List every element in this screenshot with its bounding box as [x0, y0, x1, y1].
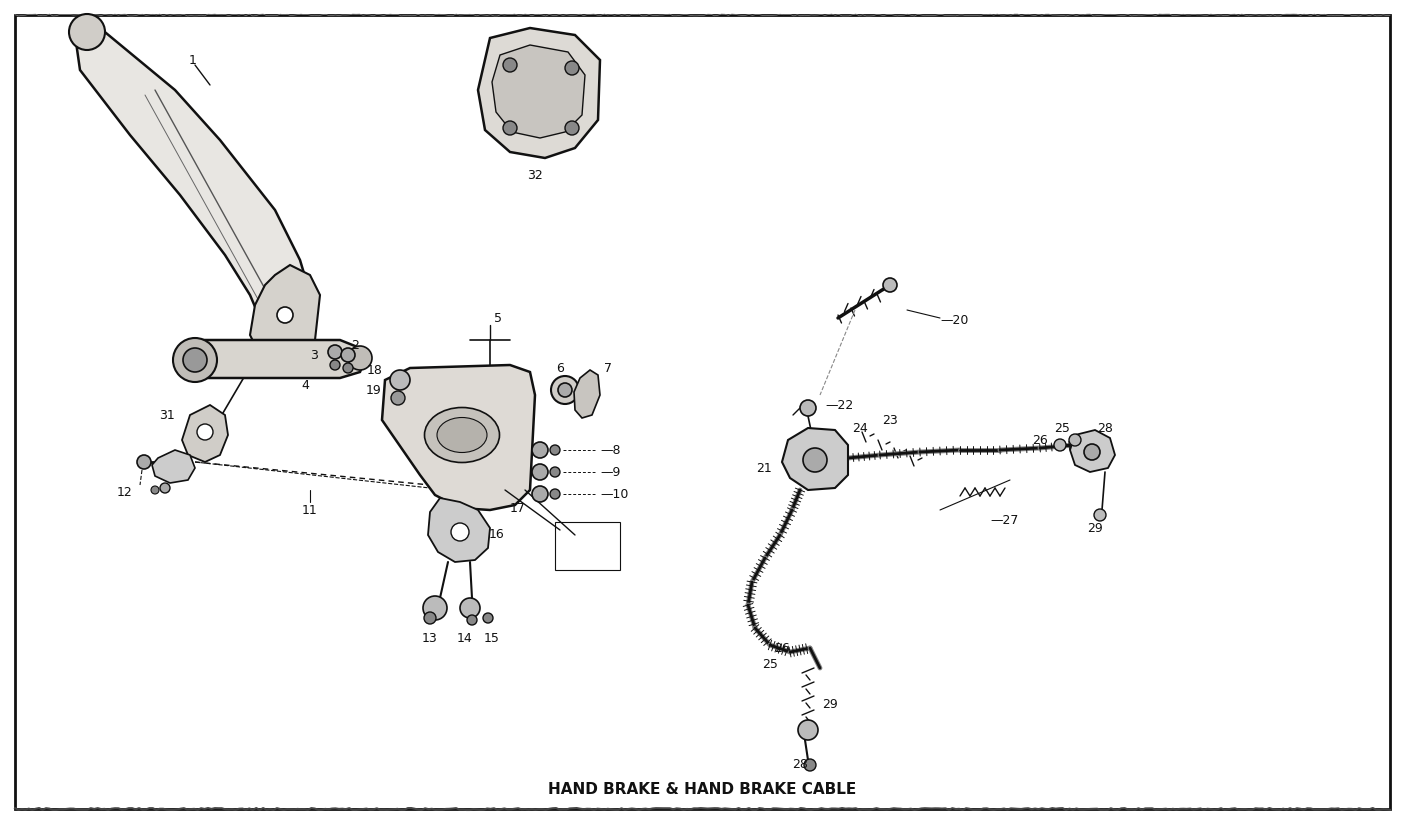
Circle shape: [549, 445, 561, 455]
Text: 1: 1: [190, 54, 197, 67]
Polygon shape: [478, 28, 600, 158]
Circle shape: [327, 345, 341, 359]
Circle shape: [466, 615, 478, 625]
Text: 11: 11: [302, 503, 318, 517]
Text: —8: —8: [600, 443, 621, 456]
Text: 31: 31: [159, 409, 176, 422]
Polygon shape: [1071, 430, 1116, 472]
Text: 28: 28: [1097, 422, 1113, 434]
Text: 7: 7: [604, 362, 613, 374]
Circle shape: [69, 14, 105, 50]
Text: 28: 28: [792, 759, 808, 771]
Ellipse shape: [437, 418, 488, 452]
Circle shape: [532, 486, 548, 502]
Polygon shape: [74, 28, 315, 360]
Text: 3: 3: [311, 349, 318, 362]
Circle shape: [150, 486, 159, 494]
Polygon shape: [192, 340, 365, 378]
Circle shape: [459, 598, 481, 618]
Text: 21: 21: [756, 461, 771, 475]
Circle shape: [483, 613, 493, 623]
Text: —10: —10: [600, 488, 628, 500]
Circle shape: [804, 448, 828, 472]
Text: 15: 15: [485, 631, 500, 644]
Circle shape: [138, 455, 150, 469]
Circle shape: [804, 759, 816, 771]
Circle shape: [1094, 509, 1106, 521]
Circle shape: [197, 424, 214, 440]
Circle shape: [565, 61, 579, 75]
Polygon shape: [492, 45, 584, 138]
Circle shape: [330, 360, 340, 370]
Circle shape: [532, 442, 548, 458]
Polygon shape: [152, 450, 195, 483]
Circle shape: [549, 467, 561, 477]
Circle shape: [1085, 444, 1100, 460]
Polygon shape: [783, 428, 849, 490]
Text: —27: —27: [991, 513, 1019, 527]
Circle shape: [1069, 434, 1080, 446]
Circle shape: [798, 720, 818, 740]
Text: —9: —9: [600, 466, 621, 479]
Circle shape: [348, 346, 372, 370]
Circle shape: [183, 348, 207, 372]
Text: —20: —20: [940, 313, 968, 326]
Circle shape: [565, 121, 579, 135]
Text: 5: 5: [495, 311, 502, 325]
Circle shape: [423, 596, 447, 620]
Circle shape: [343, 363, 353, 373]
Text: 18: 18: [367, 363, 384, 377]
Text: 4: 4: [301, 378, 309, 391]
Circle shape: [391, 370, 410, 390]
Text: HAND BRAKE & HAND BRAKE CABLE: HAND BRAKE & HAND BRAKE CABLE: [548, 783, 856, 798]
Polygon shape: [183, 405, 228, 462]
Ellipse shape: [424, 408, 500, 462]
Text: 24: 24: [851, 422, 868, 434]
Text: 19: 19: [365, 383, 381, 396]
Text: 6: 6: [556, 362, 563, 374]
Text: —22: —22: [825, 399, 853, 411]
Circle shape: [799, 400, 816, 416]
Circle shape: [341, 348, 355, 362]
Circle shape: [424, 612, 436, 624]
Text: 29: 29: [1087, 522, 1103, 535]
Circle shape: [160, 483, 170, 493]
Text: 16: 16: [489, 528, 504, 541]
Text: 26: 26: [774, 642, 790, 654]
Circle shape: [503, 58, 517, 72]
Circle shape: [277, 307, 294, 323]
Text: 13: 13: [422, 631, 438, 644]
Circle shape: [882, 278, 896, 292]
Polygon shape: [250, 265, 320, 365]
Text: 26: 26: [1033, 433, 1048, 447]
Circle shape: [1054, 439, 1066, 451]
Text: 25: 25: [762, 658, 778, 672]
Text: 17: 17: [510, 502, 525, 514]
Text: 12: 12: [117, 485, 133, 499]
Polygon shape: [429, 498, 490, 562]
Circle shape: [451, 523, 469, 541]
Circle shape: [391, 391, 405, 405]
Circle shape: [173, 338, 216, 382]
Circle shape: [549, 489, 561, 499]
Circle shape: [551, 376, 579, 404]
Circle shape: [532, 464, 548, 480]
Circle shape: [503, 121, 517, 135]
Text: 14: 14: [457, 631, 473, 644]
Text: 25: 25: [1054, 422, 1071, 434]
Text: 29: 29: [822, 699, 837, 711]
Circle shape: [558, 383, 572, 397]
Polygon shape: [382, 365, 535, 510]
Polygon shape: [575, 370, 600, 418]
Text: 23: 23: [882, 414, 898, 427]
Text: 32: 32: [527, 168, 542, 181]
Text: 2: 2: [351, 339, 358, 352]
